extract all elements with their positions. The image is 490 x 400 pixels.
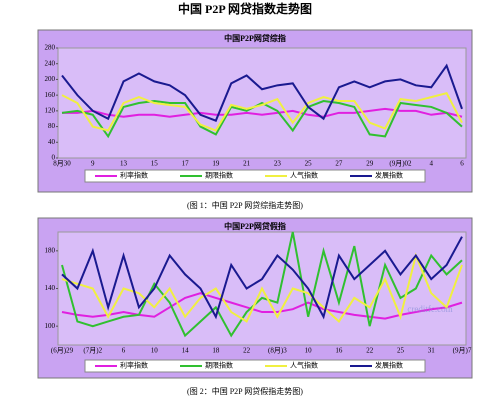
x-tick-label: 19 [212, 160, 220, 168]
x-tick-label: 10 [151, 347, 159, 355]
x-tick-label: 8月30 [53, 160, 71, 168]
x-tick-label: (9月)02 [389, 160, 412, 168]
x-tick-label: 21 [243, 160, 251, 168]
x-tick-label: 22 [366, 347, 374, 355]
x-tick-label: 6 [460, 160, 464, 168]
x-tick-label: 27 [335, 160, 343, 168]
y-tick-label: 80 [48, 122, 56, 130]
legend-label: 利率指数 [120, 361, 148, 370]
y-tick-label: 140 [45, 284, 56, 292]
legend [84, 169, 426, 183]
x-tick-label: 31 [428, 347, 436, 355]
y-tick-label: 120 [45, 106, 56, 114]
legend [84, 359, 426, 373]
y-tick-label: 100 [45, 322, 56, 330]
x-tick-label: 25 [397, 347, 405, 355]
series-line [61, 63, 463, 122]
x-tick-label: 6 [122, 347, 126, 355]
x-tick-label: (9月)7 [453, 347, 472, 355]
x-tick-label: (7月)2 [83, 347, 102, 355]
series-line [61, 231, 463, 338]
series-line [61, 100, 463, 139]
series-line [61, 252, 463, 323]
x-tick-label: 13 [120, 160, 128, 168]
x-tick-label: 10 [305, 347, 313, 355]
legend-label: 期限指数 [205, 361, 233, 370]
legend-label: 人气指数 [290, 361, 318, 370]
x-tick-label: 22 [243, 347, 251, 355]
watermark: creditfc.com [407, 304, 452, 314]
x-tick-label: (6月)29 [51, 347, 74, 355]
legend-label: 发展指数 [375, 171, 403, 180]
legend-label: 利率指数 [120, 171, 148, 180]
y-tick-label: 280 [45, 44, 56, 52]
x-tick-label: 23 [274, 160, 282, 168]
caption: (图 1：中国 P2P 网贷综指走势图) [187, 200, 303, 210]
y-tick-label: 240 [45, 59, 56, 67]
x-tick-label: 15 [151, 160, 159, 168]
x-tick-label: 14 [182, 347, 190, 355]
chart-title: 中国P2P网贷假指 [224, 221, 286, 231]
legend-label: 发展指数 [375, 361, 403, 370]
x-tick-label: 9 [91, 160, 95, 168]
legend-label: 人气指数 [290, 171, 318, 180]
x-tick-label: 18 [212, 347, 220, 355]
y-tick-label: 180 [45, 246, 56, 254]
x-tick-label: 17 [182, 160, 190, 168]
series-line [61, 292, 463, 320]
y-tick-label: 200 [45, 75, 56, 83]
series-line [61, 92, 463, 132]
chart-title: 中国P2P网贷综指 [224, 33, 286, 43]
x-tick-label: 29 [366, 160, 374, 168]
y-tick-label: 0 [52, 154, 56, 162]
x-tick-label: 25 [305, 160, 313, 168]
page-title: 中国 P2P 网贷指数走势图 [178, 1, 312, 16]
series-line [61, 236, 463, 320]
x-tick-label: (8月)3 [268, 347, 287, 355]
legend-label: 期限指数 [205, 171, 233, 180]
y-tick-label: 40 [48, 138, 56, 146]
caption: (图 2：中国 P2P 网贷假指走势图) [187, 386, 303, 396]
x-tick-label: 4 [429, 160, 433, 168]
x-tick-label: 16 [335, 347, 343, 355]
y-tick-label: 160 [45, 91, 56, 99]
